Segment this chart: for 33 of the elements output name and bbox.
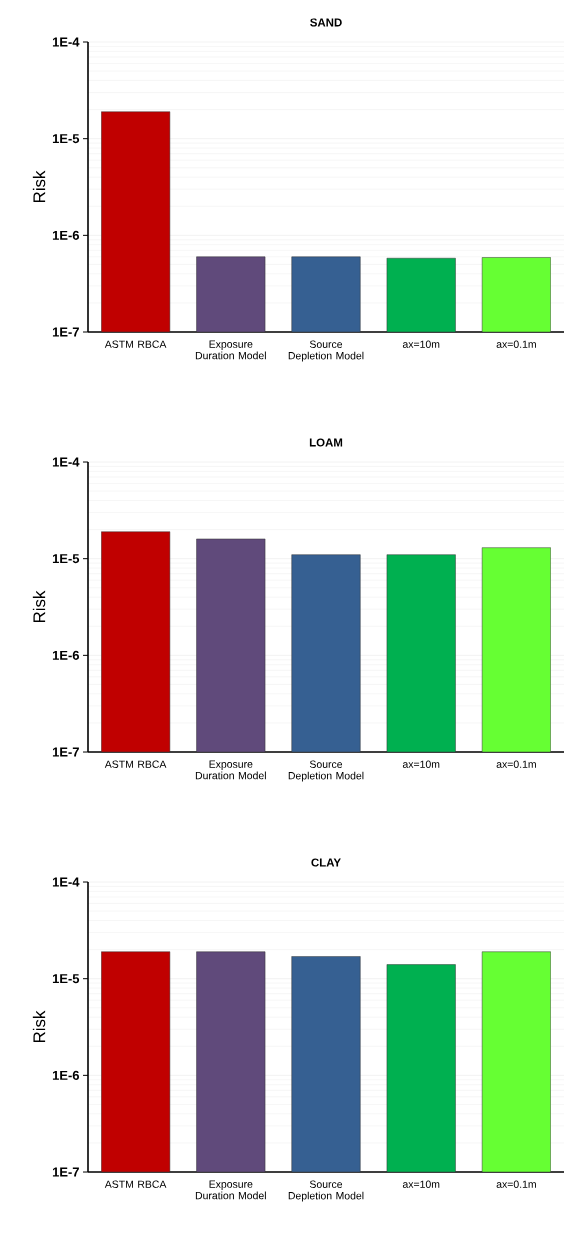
y-tick-label: 1E-6 [52, 1070, 80, 1080]
x-tick-label: ASTM RBCA [104, 1180, 167, 1188]
y-axis-title: Risk [32, 590, 46, 623]
x-tick-label: Exposure Duration Model [195, 1180, 266, 1200]
x-tick-label: ax=0.1m [496, 760, 536, 768]
x-tick-label: ax=0.1m [496, 340, 536, 348]
y-tick-label: 1E-6 [52, 230, 80, 240]
y-tick-label: 1E-7 [52, 1167, 79, 1177]
x-tick-label: Exposure Duration Model [195, 760, 266, 780]
x-tick-label: Source Depletion Model [288, 1180, 364, 1202]
y-tick-label: 1E-4 [52, 37, 80, 47]
x-tick-label: ax=0.1m [496, 1180, 536, 1188]
x-tick-label: Source Depletion Model [288, 760, 364, 782]
y-tick-label: 1E-7 [52, 327, 79, 337]
y-axis-title: Risk [32, 170, 46, 203]
x-tick-label: Exposure Duration Model [195, 340, 266, 360]
chart-title: SAND [310, 18, 342, 27]
x-tick-label: ax=10m [402, 760, 440, 768]
y-tick-label: 1E-5 [52, 134, 80, 144]
x-tick-label: ax=10m [402, 1180, 440, 1188]
y-tick-label: 1E-6 [52, 650, 80, 660]
y-tick-label: 1E-5 [52, 554, 80, 564]
y-tick-label: 1E-4 [52, 877, 80, 887]
chart-title: LOAM [309, 438, 343, 447]
y-tick-label: 1E-4 [52, 457, 80, 467]
x-tick-label: ASTM RBCA [104, 340, 167, 348]
y-tick-label: 1E-7 [52, 747, 79, 757]
x-tick-label: ASTM RBCA [104, 760, 167, 768]
x-tick-label: ax=10m [402, 340, 440, 348]
x-tick-label: Source Depletion Model [288, 340, 364, 362]
y-tick-label: 1E-5 [52, 974, 80, 984]
y-axis-title: Risk [32, 1010, 46, 1043]
chart-title: CLAY [311, 858, 341, 867]
